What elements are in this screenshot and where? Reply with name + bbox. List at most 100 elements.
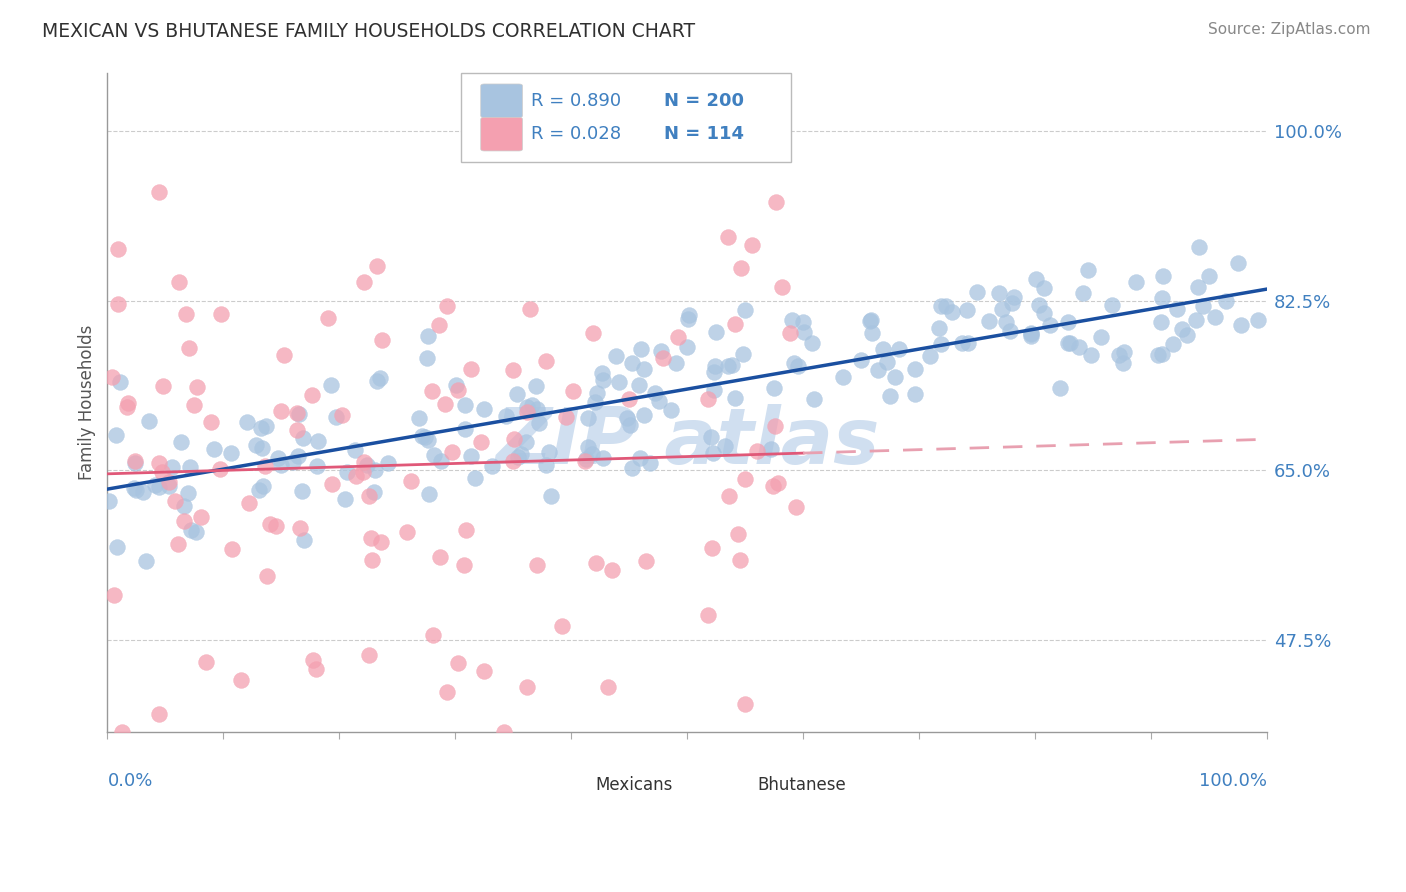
Point bbox=[270, 404, 292, 418]
Point bbox=[628, 378, 651, 392]
Point bbox=[734, 697, 756, 711]
Point bbox=[1247, 312, 1270, 326]
Point bbox=[292, 431, 315, 445]
Point bbox=[325, 409, 347, 424]
Point bbox=[352, 466, 374, 480]
Point bbox=[540, 489, 562, 503]
Point bbox=[454, 422, 477, 436]
Point bbox=[427, 318, 450, 332]
Point bbox=[1024, 272, 1046, 286]
Point bbox=[396, 524, 419, 539]
Point bbox=[605, 349, 627, 363]
Point bbox=[1185, 313, 1208, 327]
Text: Source: ZipAtlas.com: Source: ZipAtlas.com bbox=[1208, 22, 1371, 37]
Point bbox=[1080, 348, 1102, 362]
Point bbox=[582, 326, 605, 340]
Point bbox=[792, 315, 814, 329]
Point bbox=[904, 387, 927, 401]
Point bbox=[464, 471, 486, 485]
Point bbox=[307, 434, 329, 448]
Point bbox=[884, 370, 907, 384]
Point bbox=[598, 680, 620, 694]
Point bbox=[700, 541, 723, 555]
Point bbox=[423, 448, 446, 462]
Point bbox=[508, 450, 530, 464]
Point bbox=[169, 275, 191, 289]
Point bbox=[659, 403, 682, 417]
Point bbox=[434, 397, 457, 411]
Point bbox=[868, 363, 890, 377]
Point bbox=[1049, 381, 1071, 395]
Point bbox=[416, 433, 439, 447]
Point bbox=[650, 343, 672, 358]
Text: 100.0%: 100.0% bbox=[1199, 772, 1267, 789]
Point bbox=[256, 569, 278, 583]
Point bbox=[107, 297, 129, 311]
Point bbox=[644, 385, 666, 400]
Point bbox=[319, 378, 342, 392]
Point bbox=[353, 275, 375, 289]
Point bbox=[1150, 315, 1173, 329]
Point bbox=[115, 401, 138, 415]
Point bbox=[238, 496, 260, 510]
Point bbox=[253, 459, 276, 474]
Point bbox=[288, 521, 311, 535]
Point bbox=[1001, 296, 1024, 310]
Point bbox=[360, 552, 382, 566]
Point bbox=[270, 458, 292, 472]
Point bbox=[591, 366, 613, 380]
Point bbox=[502, 362, 524, 376]
Point bbox=[991, 302, 1014, 317]
Point bbox=[1150, 347, 1173, 361]
Point bbox=[941, 304, 963, 318]
FancyBboxPatch shape bbox=[550, 774, 589, 797]
Point bbox=[879, 388, 901, 402]
Point bbox=[264, 519, 287, 533]
Point bbox=[287, 449, 309, 463]
Point bbox=[122, 481, 145, 495]
Point bbox=[676, 340, 699, 354]
Point bbox=[745, 443, 768, 458]
Point bbox=[534, 458, 557, 472]
Point bbox=[872, 343, 894, 357]
Point bbox=[305, 663, 328, 677]
Point bbox=[994, 315, 1017, 329]
Point bbox=[470, 435, 492, 450]
Point bbox=[174, 307, 197, 321]
Point bbox=[534, 354, 557, 368]
Point bbox=[793, 325, 815, 339]
Point bbox=[353, 455, 375, 469]
FancyBboxPatch shape bbox=[481, 118, 523, 151]
Point bbox=[966, 285, 988, 299]
Point bbox=[718, 489, 741, 503]
Point bbox=[460, 449, 482, 463]
Point bbox=[524, 379, 547, 393]
Point bbox=[666, 329, 689, 343]
Point bbox=[702, 446, 724, 460]
Point bbox=[703, 383, 725, 397]
Point bbox=[652, 351, 675, 366]
Point bbox=[678, 308, 700, 322]
Point bbox=[889, 343, 911, 357]
Point bbox=[208, 461, 231, 475]
Point bbox=[634, 554, 657, 568]
FancyBboxPatch shape bbox=[461, 73, 792, 162]
Text: Bhutanese: Bhutanese bbox=[758, 776, 846, 795]
Point bbox=[98, 494, 121, 508]
Point bbox=[408, 410, 430, 425]
Point bbox=[422, 628, 444, 642]
Point bbox=[607, 375, 630, 389]
Point bbox=[1076, 263, 1098, 277]
Point bbox=[554, 409, 576, 424]
Point bbox=[186, 379, 208, 393]
Point bbox=[1147, 348, 1170, 362]
Point bbox=[763, 419, 786, 434]
Point bbox=[447, 656, 470, 670]
Point bbox=[704, 359, 727, 373]
Point bbox=[617, 392, 640, 407]
Point bbox=[1171, 322, 1194, 336]
Point bbox=[444, 378, 467, 392]
Point bbox=[733, 346, 755, 360]
Point bbox=[148, 185, 170, 199]
Point bbox=[359, 648, 381, 662]
